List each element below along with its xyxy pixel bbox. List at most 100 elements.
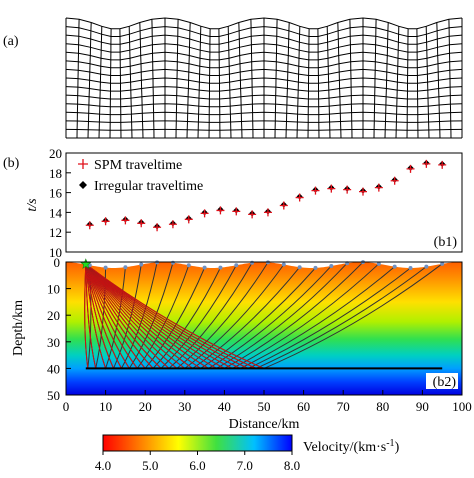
mesh-column-line <box>395 26 400 139</box>
spm-traveltime-point <box>438 160 447 169</box>
mesh-column-line <box>128 26 133 139</box>
spm-traveltime-point <box>121 216 130 225</box>
spm-traveltime-point <box>359 187 367 196</box>
spm-traveltime-point <box>248 210 257 219</box>
downgoing-ray <box>85 263 154 369</box>
mesh-column-line <box>448 19 452 139</box>
b2-x-axis-label: Distance/km <box>229 417 300 432</box>
spm-traveltime-point <box>311 186 320 195</box>
downgoing-ray <box>85 263 138 369</box>
b2-x-tick-label: 50 <box>258 399 271 414</box>
spm-traveltime-point <box>200 209 209 218</box>
b2-x-tick-label: 30 <box>178 399 191 414</box>
b2-y-tick-label: 20 <box>47 308 60 323</box>
colorbar-ticks: 4.0 5.0 6.0 7.0 8.0 <box>95 451 300 473</box>
mesh-column-line <box>208 28 211 139</box>
mesh-column-line <box>384 22 389 139</box>
legend-marker-spm <box>78 159 88 169</box>
downgoing-ray <box>85 263 257 369</box>
mesh-column-line <box>87 22 92 139</box>
b2-velocity-model <box>66 262 462 395</box>
b2-y-axis-label: Depth/km <box>11 300 26 356</box>
spm-traveltime-point <box>153 223 162 232</box>
spm-traveltime-point <box>168 220 177 229</box>
mesh-column-line <box>406 28 409 139</box>
b2-y-ticks: 0 10 20 30 40 50 <box>47 255 71 403</box>
mesh-column-line <box>98 26 103 139</box>
legend-plus-symbol <box>78 159 88 169</box>
colorbar-label-main: Velocity/(km·s <box>303 440 386 455</box>
receiver-dot <box>376 261 381 266</box>
downgoing-ray <box>85 263 130 369</box>
b2-y-tick-label: 40 <box>47 361 60 376</box>
colorbar-tick-label: 7.0 <box>237 458 253 473</box>
mesh-column-line <box>425 26 430 139</box>
b1-y-tick-label: 10 <box>49 245 62 260</box>
mesh-column-line <box>296 26 301 139</box>
panel-a-label: (a) <box>3 34 19 49</box>
mesh-column-line <box>76 19 80 139</box>
b1-y-tick-label: 16 <box>49 186 63 201</box>
b2-x-tick-label: 20 <box>139 399 152 414</box>
downgoing-ray <box>84 264 89 369</box>
mesh-column-line <box>307 28 310 139</box>
b2-x-tick-label: 10 <box>99 399 112 414</box>
mesh-column-line <box>109 28 112 139</box>
spm-traveltime-point <box>232 207 241 216</box>
b2-y-tick-label: 10 <box>47 282 60 297</box>
mesh-column-line <box>218 28 221 139</box>
b1-legend: SPM traveltime Irregular traveltime <box>78 158 203 194</box>
downgoing-ray <box>85 263 201 369</box>
b2-x-tick-label: 60 <box>297 399 310 414</box>
downgoing-ray <box>85 263 209 369</box>
mesh-column-line <box>119 28 122 139</box>
panel-b-label: (b) <box>3 156 20 171</box>
downgoing-ray <box>85 263 194 369</box>
downgoing-ray <box>85 263 178 369</box>
b1-plot-frame <box>65 152 463 253</box>
mesh-column-line <box>250 19 254 139</box>
b2-x-ticks: 0 10 20 30 40 50 60 70 80 90 100 <box>63 390 472 414</box>
receiver-dot <box>202 265 207 270</box>
mesh-column-line <box>373 19 377 139</box>
b2-x-tick-label: 40 <box>218 399 231 414</box>
downgoing-ray <box>85 263 217 369</box>
mesh-column-line <box>227 26 232 139</box>
b2-x-tick-label: 70 <box>337 399 350 414</box>
mesh-column-line <box>317 28 320 139</box>
b1-y-tick-label: 20 <box>49 146 62 161</box>
irregular-grid-mesh <box>65 17 463 139</box>
mesh-column-line <box>197 26 202 139</box>
colorbar <box>102 434 293 452</box>
receiver-dot <box>170 260 175 265</box>
receiver-dot <box>408 265 413 270</box>
mesh-column-line <box>416 28 419 139</box>
spm-traveltime-point <box>422 159 431 168</box>
receiver-dot <box>329 263 334 268</box>
mesh-column-line <box>274 19 278 139</box>
receiver-dot <box>297 265 302 270</box>
colorbar-label-exponent: -1 <box>386 438 394 449</box>
mesh-column-line <box>326 26 331 139</box>
receiver-dot <box>234 263 239 268</box>
b1-data-points <box>85 159 447 232</box>
b2-x-tick-label: 90 <box>416 399 429 414</box>
mesh-column-line <box>151 19 155 139</box>
b1-y-axis-label: t/s <box>25 198 40 212</box>
b2-panel-tag: (b2) <box>433 375 457 390</box>
legend-label-spm: SPM traveltime <box>94 158 182 173</box>
legend-marker-irregular <box>79 181 87 189</box>
downgoing-ray <box>85 263 225 369</box>
receiver-dot <box>440 261 445 266</box>
downgoing-ray <box>85 263 146 369</box>
colorbar-tick-label: 4.0 <box>95 458 111 473</box>
colorbar-tick-label: 6.0 <box>189 458 205 473</box>
downgoing-ray <box>85 264 97 369</box>
b1-panel-tag: (b1) <box>434 235 458 250</box>
b2-x-tick-label: 100 <box>452 399 472 414</box>
downgoing-ray <box>85 263 265 369</box>
receiver-dot <box>123 265 128 270</box>
velocity-field <box>66 262 462 395</box>
spm-traveltime-point <box>137 219 146 228</box>
